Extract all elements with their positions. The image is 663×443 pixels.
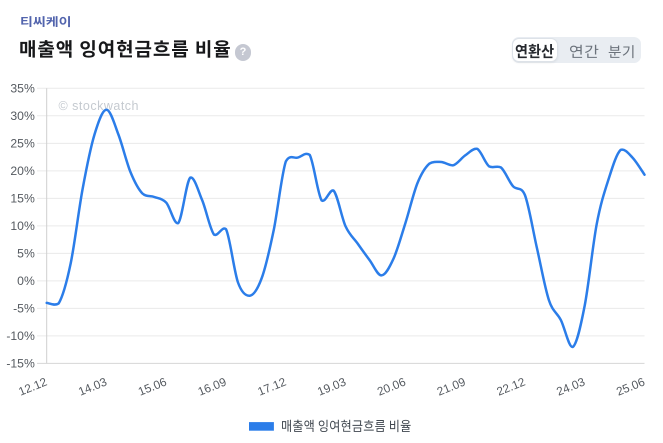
svg-text:14.03: 14.03: [76, 374, 109, 398]
svg-text:17.12: 17.12: [255, 375, 288, 399]
svg-text:35%: 35%: [10, 82, 35, 96]
svg-text:21.09: 21.09: [435, 375, 468, 399]
svg-text:25%: 25%: [10, 137, 35, 151]
svg-text:-15%: -15%: [6, 357, 35, 371]
svg-text:25.06: 25.06: [614, 374, 647, 398]
svg-text:20%: 20%: [10, 164, 35, 178]
svg-text:5%: 5%: [17, 247, 35, 261]
svg-text:24.03: 24.03: [554, 374, 587, 398]
svg-text:-10%: -10%: [6, 329, 35, 343]
svg-text:22.12: 22.12: [495, 375, 528, 399]
svg-text:10%: 10%: [10, 219, 35, 233]
svg-text:15.06: 15.06: [136, 374, 169, 398]
svg-text:20.06: 20.06: [375, 374, 408, 398]
svg-text:30%: 30%: [10, 109, 35, 123]
svg-text:19.03: 19.03: [315, 374, 348, 398]
svg-text:-5%: -5%: [13, 302, 35, 316]
svg-text:© stockwatch: © stockwatch: [59, 99, 140, 113]
svg-text:15%: 15%: [10, 192, 35, 206]
svg-text:12.12: 12.12: [16, 375, 49, 399]
svg-text:16.09: 16.09: [196, 375, 229, 399]
svg-text:0%: 0%: [17, 274, 35, 288]
